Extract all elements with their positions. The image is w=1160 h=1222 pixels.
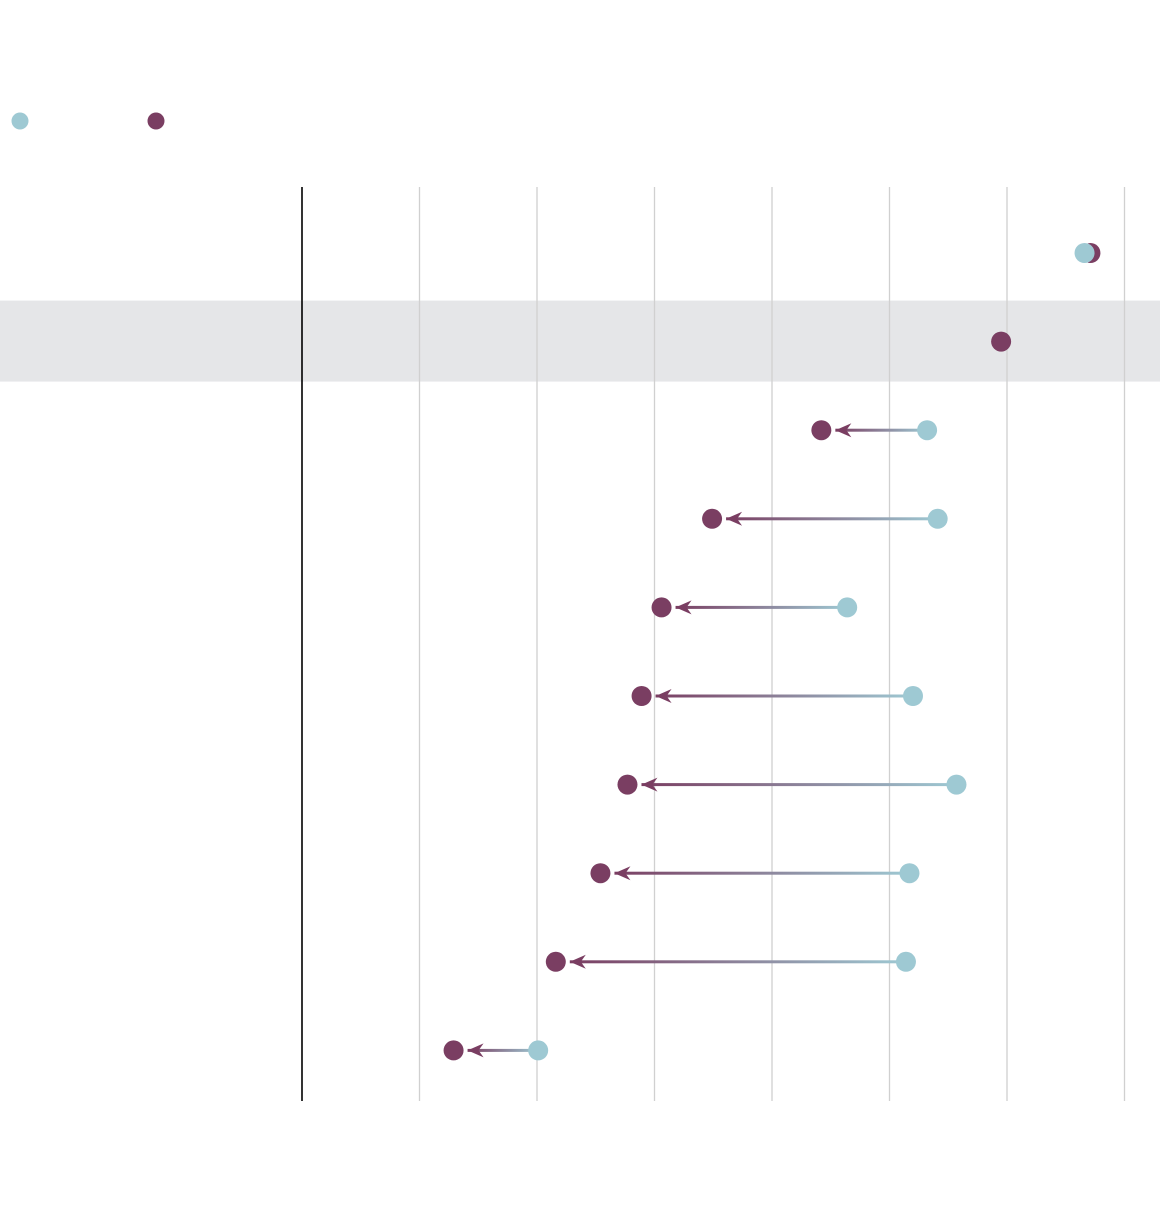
start-point <box>946 774 967 795</box>
end-point <box>651 597 672 618</box>
arrowhead-icon <box>614 866 631 881</box>
dumbbell-row <box>651 597 858 618</box>
legend <box>11 112 165 130</box>
dumbbell-row <box>631 686 923 706</box>
arrowhead-icon <box>569 954 586 969</box>
arrowhead-icon <box>835 423 852 438</box>
dumbbell-row <box>991 331 1012 352</box>
legend-marker <box>11 112 29 130</box>
start-point <box>927 508 948 529</box>
change-arrow-line <box>726 517 938 521</box>
change-arrow-line <box>835 428 928 432</box>
start-point <box>895 951 916 972</box>
start-point <box>837 597 858 618</box>
arrowhead-icon <box>655 689 672 703</box>
start-point <box>903 686 923 706</box>
start-point <box>917 420 938 441</box>
arrowhead-icon <box>675 600 692 615</box>
legend-marker <box>147 112 165 130</box>
start-point <box>1074 243 1095 263</box>
dumbbell-row <box>545 951 916 972</box>
end-point <box>631 686 652 706</box>
arrowhead-icon <box>467 1043 484 1058</box>
change-arrow-line <box>675 605 848 609</box>
arrowhead-icon <box>641 777 658 792</box>
end-point <box>590 863 611 884</box>
end-point <box>702 508 723 529</box>
change-arrow-line <box>614 871 910 875</box>
end-point <box>545 951 566 972</box>
dumbbell-row <box>702 508 948 529</box>
arrowhead-icon <box>726 511 743 526</box>
change-arrow-line <box>641 783 957 787</box>
change-arrow-line <box>467 1048 539 1052</box>
end-point <box>991 331 1012 352</box>
end-point <box>443 1040 464 1061</box>
dumbbell-row <box>811 420 938 441</box>
change-arrow-line <box>655 694 913 698</box>
change-arrow-line <box>569 960 906 964</box>
highlight-band <box>0 300 1160 382</box>
dumbbell-row <box>1074 243 1101 263</box>
dumbbell-row <box>590 863 920 884</box>
start-point <box>899 863 920 884</box>
end-point <box>811 420 832 441</box>
dumbbell-row <box>443 1040 549 1061</box>
end-point <box>617 774 638 795</box>
start-point <box>528 1040 549 1061</box>
dumbbell-row <box>617 774 967 795</box>
